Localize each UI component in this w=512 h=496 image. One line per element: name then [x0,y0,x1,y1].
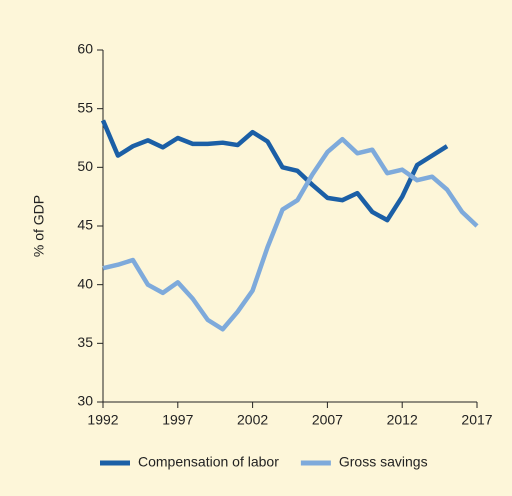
y-tick-label: 55 [77,99,93,115]
x-tick-label: 2017 [461,412,492,428]
y-tick-label: 40 [77,275,93,291]
y-axis-label: % of GDP [31,195,47,257]
series-line [100,119,449,223]
x-tick-label: 2007 [312,412,343,428]
y-tick-label: 30 [77,393,93,409]
x-tick-label: 2012 [387,412,418,428]
y-tick-label: 50 [77,158,93,174]
series-line [102,136,479,332]
legend-label: Gross savings [339,454,428,470]
x-tick-label: 2002 [237,412,268,428]
x-tick-label: 1997 [162,412,193,428]
y-tick-label: 35 [77,334,93,350]
y-tick-label: 60 [77,41,93,57]
y-tick-label: 45 [77,217,93,233]
legend-label: Compensation of labor [138,454,279,470]
x-tick-label: 1992 [87,412,118,428]
